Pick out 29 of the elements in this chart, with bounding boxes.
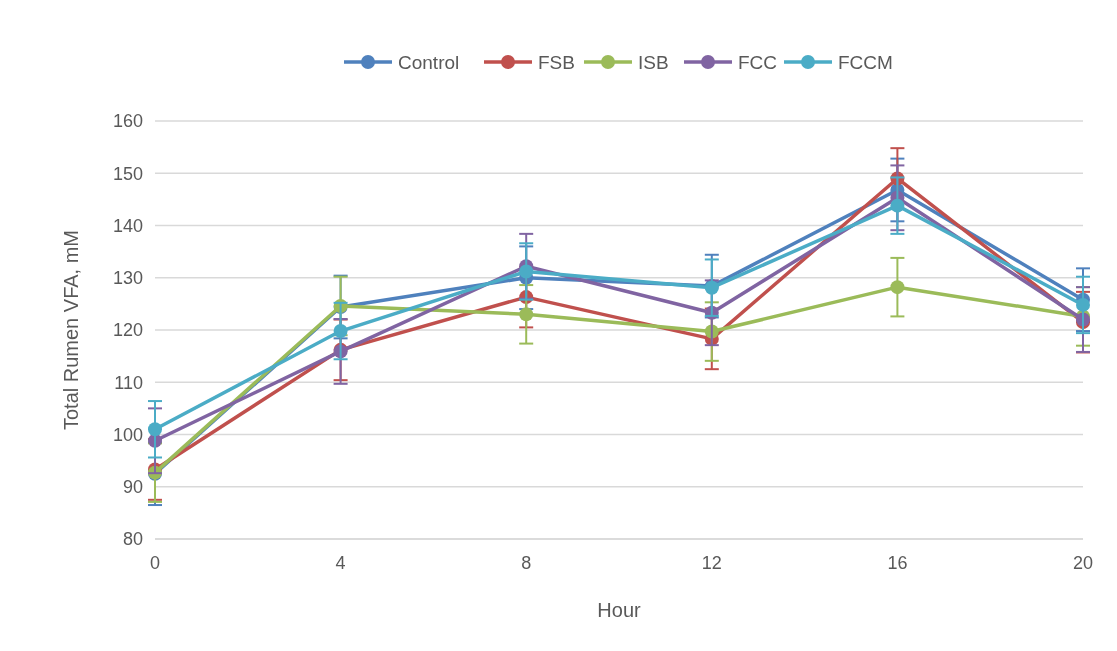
legend-label: FCC: [738, 51, 778, 73]
y-tick-label: 140: [112, 215, 143, 236]
point: [519, 264, 534, 279]
point: [890, 280, 905, 295]
legend-label: FSB: [538, 51, 575, 73]
x-tick-label: 0: [149, 553, 161, 573]
point: [519, 307, 534, 322]
x-tick-label: 4: [335, 553, 346, 573]
point: [333, 324, 348, 339]
y-tick-label: 110: [114, 372, 143, 393]
point: [890, 198, 905, 213]
point: [1076, 297, 1090, 312]
y-axis-title: Total Rumen VFA, mM: [60, 229, 82, 431]
y-tick-label: 90: [122, 477, 143, 498]
y-tick-label: 100: [112, 424, 143, 445]
y-tick-label: 130: [112, 268, 143, 289]
x-tick-label: 12: [701, 553, 722, 573]
x-tick-label: 8: [521, 553, 532, 573]
legend-label: Control: [398, 51, 460, 73]
y-tick-label: 160: [112, 111, 143, 132]
x-axis-title: Hour: [597, 599, 642, 621]
y-tick-label: 120: [112, 320, 143, 341]
legend-label: FCCM: [838, 51, 893, 73]
x-tick-label: 16: [887, 553, 908, 573]
legend-label: ISB: [638, 51, 669, 73]
x-tick-label: 20: [1072, 553, 1094, 573]
point: [148, 422, 162, 437]
y-tick-label: 150: [112, 163, 143, 184]
y-tick-label: 80: [122, 529, 143, 550]
